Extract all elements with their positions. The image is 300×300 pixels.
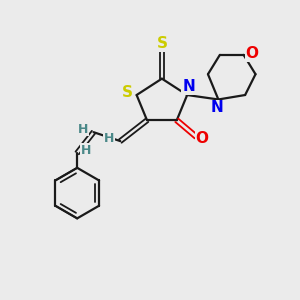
Text: H: H xyxy=(81,144,91,157)
Text: N: N xyxy=(182,79,195,94)
Text: O: O xyxy=(196,130,208,146)
Text: N: N xyxy=(211,100,223,115)
Text: H: H xyxy=(78,123,88,136)
Text: O: O xyxy=(245,46,258,61)
Text: H: H xyxy=(104,132,114,145)
Text: S: S xyxy=(156,36,167,51)
Text: S: S xyxy=(122,85,133,100)
